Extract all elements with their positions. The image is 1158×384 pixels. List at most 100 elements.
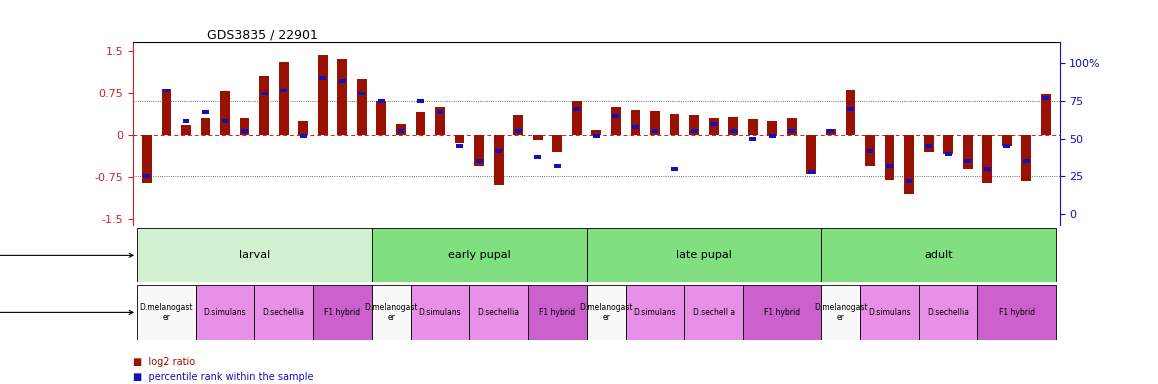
Bar: [339, 79, 346, 83]
Bar: [554, 164, 560, 168]
Bar: [357, 79, 367, 135]
Bar: [787, 118, 797, 135]
Bar: [533, 135, 543, 141]
Bar: [137, 228, 372, 282]
Bar: [221, 119, 228, 122]
Bar: [828, 129, 834, 133]
Bar: [280, 89, 287, 93]
Bar: [592, 130, 601, 135]
Bar: [728, 117, 738, 135]
Bar: [846, 107, 853, 111]
Bar: [417, 99, 424, 103]
Text: D.melanogast
er: D.melanogast er: [814, 303, 867, 322]
Bar: [593, 134, 600, 138]
Bar: [684, 285, 743, 340]
Bar: [161, 89, 171, 135]
Bar: [709, 118, 718, 135]
Text: species: species: [0, 307, 133, 318]
Bar: [320, 76, 327, 80]
Text: early pupal: early pupal: [448, 250, 511, 260]
Bar: [475, 135, 484, 166]
Bar: [962, 135, 973, 169]
Bar: [337, 59, 347, 135]
Text: ■  percentile rank within the sample: ■ percentile rank within the sample: [133, 372, 314, 382]
Bar: [201, 109, 208, 114]
Bar: [300, 134, 307, 138]
Text: D.simulans: D.simulans: [419, 308, 461, 317]
Bar: [769, 134, 776, 138]
Text: D.sechell a: D.sechell a: [692, 308, 734, 317]
Bar: [435, 107, 445, 135]
Text: F1 hybrid: F1 hybrid: [998, 308, 1034, 317]
Bar: [220, 91, 230, 135]
Bar: [359, 91, 365, 96]
Text: D.melanogast
er: D.melanogast er: [365, 303, 418, 322]
Bar: [860, 285, 918, 340]
Bar: [515, 129, 521, 133]
Bar: [613, 114, 620, 118]
Text: F1 hybrid: F1 hybrid: [540, 308, 576, 317]
Bar: [376, 101, 387, 135]
Bar: [982, 135, 992, 182]
Bar: [611, 107, 621, 135]
Bar: [469, 285, 528, 340]
Bar: [826, 129, 836, 135]
Bar: [669, 114, 680, 135]
Text: D.simulans: D.simulans: [633, 308, 676, 317]
Bar: [924, 135, 933, 152]
Text: late pupal: late pupal: [676, 250, 732, 260]
Bar: [437, 109, 444, 114]
Bar: [710, 122, 717, 126]
Bar: [749, 137, 756, 141]
Bar: [945, 152, 952, 156]
Bar: [181, 125, 191, 135]
Bar: [904, 135, 914, 194]
Bar: [789, 129, 796, 133]
Bar: [255, 285, 313, 340]
Bar: [1041, 94, 1050, 135]
Bar: [748, 119, 757, 135]
Bar: [925, 144, 932, 148]
Bar: [411, 285, 469, 340]
Text: F1 hybrid: F1 hybrid: [764, 308, 800, 317]
Bar: [552, 135, 562, 152]
Text: F1 hybrid: F1 hybrid: [324, 308, 360, 317]
Bar: [977, 285, 1056, 340]
Bar: [821, 228, 1056, 282]
Bar: [240, 118, 249, 135]
Bar: [652, 129, 659, 133]
Bar: [984, 167, 991, 171]
Bar: [142, 135, 152, 182]
Bar: [372, 228, 587, 282]
Bar: [866, 149, 873, 153]
Bar: [690, 129, 697, 133]
Bar: [865, 135, 875, 166]
Bar: [572, 101, 581, 135]
Bar: [241, 129, 248, 133]
Text: GDS3835 / 22901: GDS3835 / 22901: [207, 28, 318, 41]
Bar: [513, 115, 523, 135]
Bar: [313, 285, 372, 340]
Bar: [965, 159, 972, 163]
Bar: [378, 99, 384, 103]
Bar: [573, 107, 580, 111]
Bar: [317, 55, 328, 135]
Bar: [493, 135, 504, 185]
Bar: [279, 62, 288, 135]
Bar: [397, 129, 404, 133]
Bar: [885, 135, 894, 180]
Text: D.sechellia: D.sechellia: [928, 308, 969, 317]
Bar: [672, 167, 677, 171]
Bar: [806, 135, 816, 174]
Bar: [625, 285, 684, 340]
Text: D.melanogast
er: D.melanogast er: [140, 303, 193, 322]
Bar: [163, 89, 170, 93]
Bar: [396, 124, 405, 135]
Bar: [1042, 96, 1049, 100]
Bar: [476, 159, 483, 163]
Text: D.sechellia: D.sechellia: [263, 308, 305, 317]
Bar: [587, 285, 625, 340]
Bar: [137, 285, 196, 340]
Bar: [918, 285, 977, 340]
Text: ■  log2 ratio: ■ log2 ratio: [133, 357, 196, 367]
